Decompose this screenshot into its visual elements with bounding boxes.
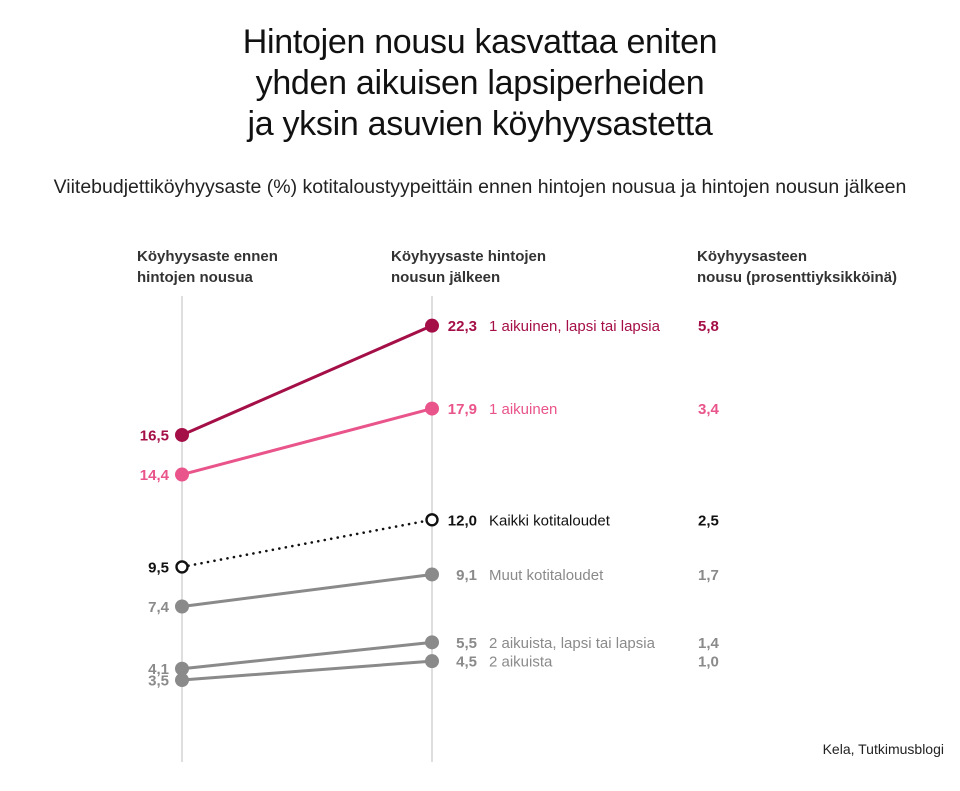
series-name-label-3: Muut kotitaloudet [489,567,604,584]
point-before-5 [175,673,189,688]
column-header-after: Köyhyysaste hintojen nousun jälkeen [391,246,546,288]
point-after-2 [425,513,439,527]
before-value-label-0: 16,5 [140,427,169,444]
column-header-increase-line-2: nousu (prosenttiyksikköinä) [697,269,898,286]
title-line-1: Hintojen nousu kasvattaa eniten [242,23,718,61]
after-value-label-0: 22,3 [448,318,477,335]
point-after-4 [425,635,439,650]
increase-value-label-1: 3,4 [698,401,720,418]
increase-value-label-4: 1,4 [698,635,720,652]
title-line-3: ja yksin asuvien köyhyysastetta [247,105,713,143]
after-value-label-3: 9,1 [456,567,477,584]
column-header-increase: Köyhyysasteen nousu (prosenttiyksikköinä… [697,246,897,288]
column-header-before-line-2: hintojen nousua [137,269,253,286]
after-value-label-1: 17,9 [448,401,477,418]
after-value-label-5: 4,5 [456,654,477,671]
series-line-4 [180,640,434,671]
before-value-label-3: 7,4 [148,599,170,616]
chart-title: Hintojen nousu kasvattaa eniten yhden ai… [0,22,960,145]
chart-subtitle: Viitebudjettiköyhyysaste (%) kotitaloust… [53,176,907,198]
point-before-2 [175,560,189,574]
series-name-label-5: 2 aikuista [489,654,553,671]
before-value-label-2: 9,5 [148,559,169,576]
title-line-2: yhden aikuisen lapsiperheiden [255,64,705,102]
point-after-3 [425,567,439,582]
increase-value-label-5: 1,0 [698,654,719,671]
increase-value-label-2: 2,5 [698,512,719,529]
before-value-label-1: 14,4 [140,467,170,484]
point-before-1 [175,467,189,482]
point-after-0 [425,318,439,333]
column-header-increase-line-1: Köyhyysasteen [697,248,808,265]
series-line-2 [180,518,434,569]
series-name-label-4: 2 aikuista, lapsi tai lapsia [489,635,656,652]
source-note: Kela, Tutkimusblogi [822,741,944,757]
point-before-0 [175,427,189,442]
column-header-before-line-1: Köyhyysaste ennen [137,248,278,265]
after-value-label-2: 12,0 [448,512,477,529]
column-header-after-line-2: nousun jälkeen [391,269,501,286]
increase-value-label-3: 1,7 [698,567,719,584]
series-name-label-1: 1 aikuinen [489,401,557,418]
column-header-after-line-1: Köyhyysaste hintojen [391,248,547,265]
series-line-0 [180,324,434,437]
after-value-label-4: 5,5 [456,635,477,652]
before-value-label-4: 4,1 [148,661,169,678]
point-after-1 [425,401,439,416]
before-value-label-5: 3,5 [148,673,169,690]
series-name-label-2: Kaikki kotitaloudet [489,512,611,529]
series-line-3 [180,572,434,609]
point-after-5 [425,654,439,669]
increase-value-label-0: 5,8 [698,318,719,335]
series-name-label-0: 1 aikuinen, lapsi tai lapsia [489,318,661,335]
column-header-before: Köyhyysaste ennen hintojen nousua [137,246,278,288]
series-line-1 [180,407,434,477]
point-before-4 [175,661,189,676]
series-line-5 [180,659,434,682]
point-before-3 [175,599,189,614]
